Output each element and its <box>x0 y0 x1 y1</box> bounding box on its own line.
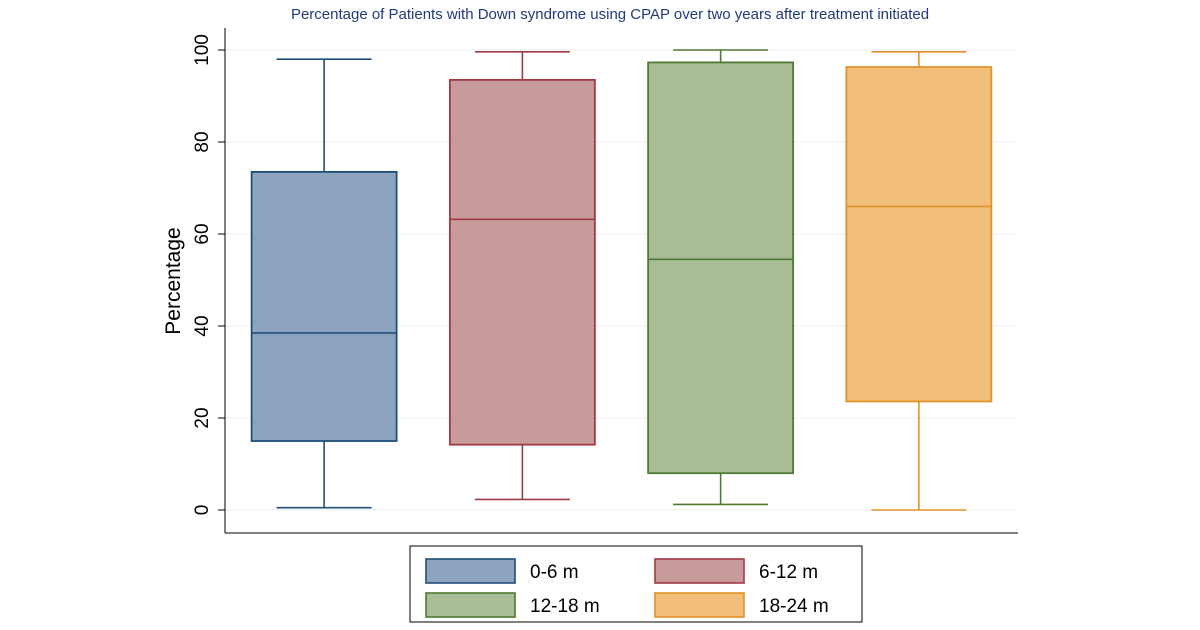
iqr-box <box>647 61 795 475</box>
plot-area: 0 20 40 60 80 100 <box>192 28 1018 534</box>
y-tick-label: 100 <box>192 34 213 66</box>
legend-swatch <box>425 558 516 584</box>
box-0-6m <box>250 58 398 509</box>
box-6-12m <box>448 51 596 501</box>
iqr-box <box>448 79 596 446</box>
y-tick-label: 60 <box>192 223 213 244</box>
y-tick-label: 40 <box>192 315 213 336</box>
legend: 0-6 m 6-12 m 12-18 m 18-24 m <box>409 545 863 623</box>
y-tick-label: 20 <box>192 407 213 428</box>
legend-label: 18-24 m <box>759 596 829 617</box>
legend-label: 6-12 m <box>759 562 818 583</box>
box-18-24m <box>845 51 993 511</box>
legend-label: 12-18 m <box>530 596 600 617</box>
box-12-18m <box>647 49 795 506</box>
y-tick-label: 80 <box>192 131 213 152</box>
legend-swatch <box>425 592 516 618</box>
y-tick-label: 0 <box>192 505 213 516</box>
legend-swatch <box>654 592 745 618</box>
y-axis-label: Percentage <box>162 227 185 334</box>
legend-label: 0-6 m <box>530 562 579 583</box>
chart-title: Percentage of Patients with Down syndrom… <box>291 6 929 23</box>
legend-swatch <box>654 558 745 584</box>
iqr-box <box>845 66 993 403</box>
iqr-box <box>250 170 398 442</box>
